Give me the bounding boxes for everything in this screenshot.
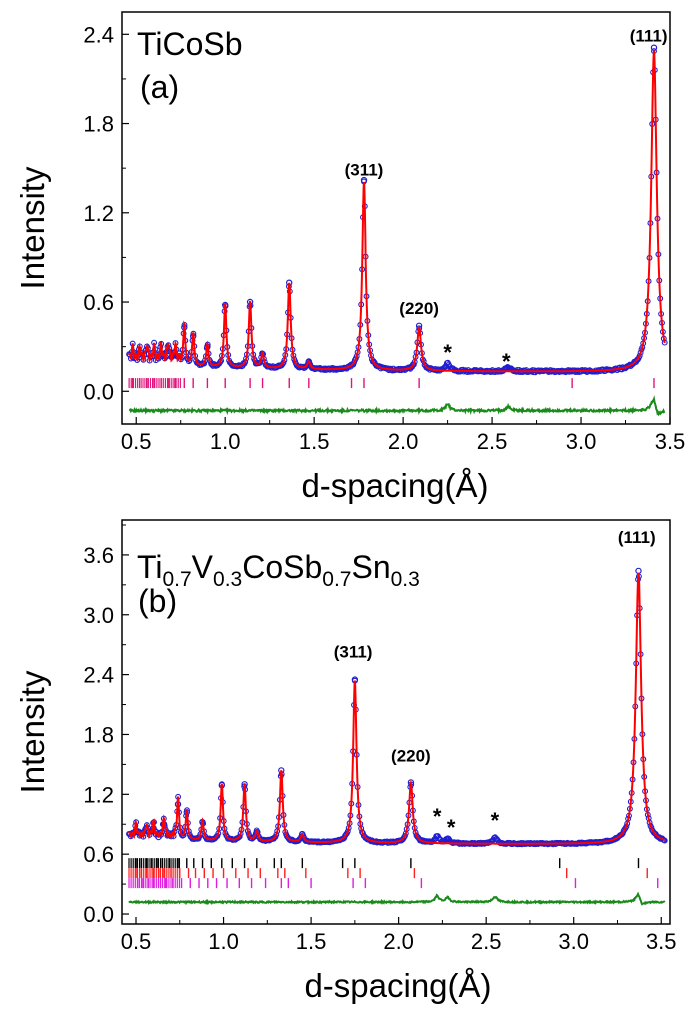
calculated-line (128, 572, 666, 845)
x-tick-label: 0.5 (121, 429, 152, 454)
observed-point (185, 358, 192, 365)
panel-b-difference-curve (128, 891, 666, 906)
y-tick-label: 1.8 (83, 722, 114, 747)
y-tick-label: 2.4 (83, 663, 114, 688)
panel-b-chart: 0.5 1.0 1.5 2.0 2.5 3.0 3.5 0.0 0.6 1.2 1.8 2.4 3.0 3… (14, 519, 677, 1004)
panel-a-letter-label: (a) (140, 69, 179, 105)
x-tick-label: 3.0 (558, 929, 589, 954)
y-tick-label: 1.2 (83, 782, 114, 807)
impurity-star: * (502, 349, 511, 374)
panel-b-letter-label: (b) (138, 583, 177, 619)
panel-a-reflection-ticks (128, 378, 655, 389)
y-tick-label: 0.0 (83, 379, 114, 404)
peak-index-label: (220) (399, 299, 439, 318)
panel-b-observed-points (126, 567, 668, 848)
peak-index-label: (111) (618, 528, 656, 547)
compound-part: Ti (137, 549, 162, 585)
x-tick-label: 3.0 (566, 429, 597, 454)
y-tick-label: 0.6 (83, 842, 114, 867)
panel-a-tick-labels: 0.5 1.0 1.5 2.0 2.5 3.0 3.5 0.0 0.6 1.2 1.8 2.4 (83, 22, 685, 454)
y-tick-label: 0.0 (83, 902, 114, 927)
x-tick-label: 2.0 (388, 429, 419, 454)
panel-b-reflection-ticks (128, 858, 659, 889)
x-tick-label: 1.5 (296, 929, 327, 954)
x-tick-label: 1.0 (210, 429, 241, 454)
y-tick-label: 3.0 (83, 603, 114, 628)
peak-index-label: (311) (334, 643, 373, 662)
x-tick-label: 3.5 (655, 429, 686, 454)
panel-b-y-axis-title: Intensity (14, 670, 51, 793)
panel-b-x-axis-title: d-spacing(Å) (304, 967, 491, 1004)
observed-point (305, 358, 312, 365)
compound-subscript: 0.7 (162, 568, 191, 591)
y-tick-label: 1.8 (83, 112, 114, 137)
panel-b-calculated-curve (128, 572, 666, 845)
difference-line (128, 891, 666, 906)
panel-b-axes (121, 519, 671, 925)
difference-line (128, 395, 666, 417)
plot-frame (121, 11, 671, 425)
plot-frame (121, 519, 671, 925)
observed-point (650, 44, 658, 51)
observed-point (661, 837, 668, 844)
observed-point (299, 831, 306, 838)
calculated-line (128, 50, 666, 373)
compound-part: V (192, 549, 214, 585)
panel-a-axes (121, 11, 671, 425)
compound-subscript: 0.3 (213, 568, 242, 591)
x-tick-label: 2.5 (471, 929, 502, 954)
peak-index-label: (220) (391, 746, 431, 765)
compound-part: CoSb (242, 549, 322, 585)
impurity-star: * (433, 804, 442, 829)
panel-a-y-axis-title: Intensity (14, 166, 51, 289)
x-tick-label: 3.5 (646, 929, 677, 954)
panel-a-chart: 0.5 1.0 1.5 2.0 2.5 3.0 3.5 0.0 0.6 1.2 1.8 2.4 (31… (14, 11, 685, 504)
impurity-star: * (447, 815, 456, 840)
x-tick-label: 2.5 (477, 429, 508, 454)
y-tick-label: 1.2 (83, 201, 114, 226)
x-tick-label: 2.0 (383, 929, 414, 954)
panel-b-annotations: (311)(220)(111)* * * (334, 528, 656, 840)
panel-a-annotations: (311) (220) (111) * * (345, 27, 668, 374)
panel-a-difference-curve (128, 395, 666, 417)
panel-b-compound-label: Ti0.7V0.3CoSb0.7Sn0.3 (137, 549, 420, 591)
x-tick-label: 0.5 (121, 929, 152, 954)
panel-a-x-axis-title: d-spacing(Å) (301, 467, 488, 504)
observed-point (253, 829, 260, 836)
observed-point (635, 567, 642, 575)
compound-part: Sn (351, 549, 390, 585)
x-tick-label: 1.5 (299, 429, 330, 454)
compound-subscript: 0.3 (391, 568, 420, 591)
panel-a-compound-label: TiCoSb (137, 26, 243, 62)
x-tick-label: 1.0 (208, 929, 239, 954)
compound-subscript: 0.7 (322, 568, 351, 591)
y-tick-label: 2.4 (83, 22, 114, 47)
peak-index-label: (111) (630, 27, 668, 46)
panel-a-observed-points (126, 44, 668, 376)
panel-a-calculated-curve (128, 50, 666, 373)
peak-index-label: (311) (345, 161, 384, 180)
impurity-star: * (491, 808, 500, 833)
y-tick-label: 0.6 (83, 290, 114, 315)
panel-b-tick-labels: 0.5 1.0 1.5 2.0 2.5 3.0 3.5 0.0 0.6 1.2 1.8 2.4 3.0 3… (83, 543, 676, 954)
impurity-star: * (443, 340, 452, 365)
y-tick-label: 3.6 (83, 543, 114, 568)
